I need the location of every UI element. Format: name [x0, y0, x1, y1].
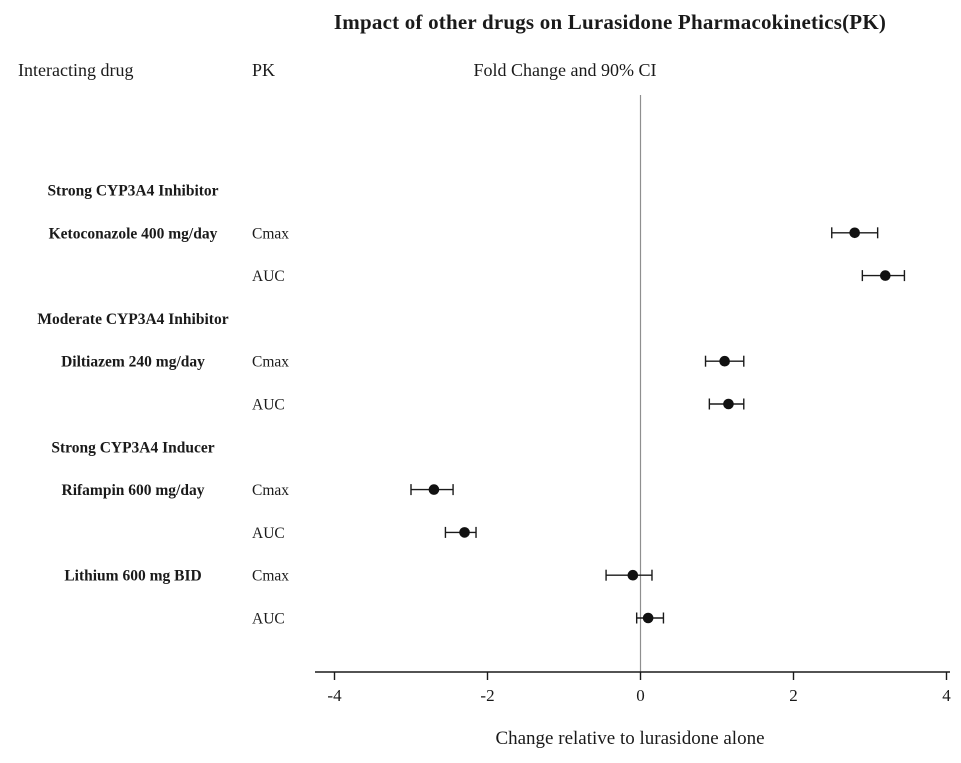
drug-label: Rifampin 600 mg/day [62, 482, 205, 499]
ci-errorbar [635, 612, 665, 624]
drug-label: Ketoconazole 400 mg/day [49, 225, 218, 242]
x-axis-tick-label: -2 [480, 686, 494, 705]
x-axis-tick-label: 2 [789, 686, 798, 705]
pk-parameter-label: Cmax [252, 354, 289, 371]
point-estimate-marker [719, 355, 730, 367]
point-estimate-marker [723, 398, 734, 410]
x-axis-tick-label: 4 [942, 686, 951, 705]
pk-parameter-label: Cmax [252, 482, 289, 499]
pk-parameter-label: AUC [252, 611, 285, 628]
point-estimate-marker [459, 527, 470, 538]
drug-label: Diltiazem 240 mg/day [61, 354, 205, 371]
pk-parameter-label: AUC [252, 268, 285, 285]
chart-title: Impact of other drugs on Lurasidone Phar… [333, 10, 887, 34]
column-header-interacting-drug: Interacting drug [18, 60, 134, 80]
drug-label: Lithium 600 mg BID [64, 568, 201, 585]
ci-errorbar [444, 526, 477, 538]
column-header-pk: PK [252, 60, 276, 80]
x-axis-tick-label: 0 [636, 686, 645, 705]
ci-errorbar [861, 270, 906, 282]
ci-errorbar [410, 484, 454, 496]
ci-errorbar [605, 569, 653, 581]
point-estimate-marker [642, 612, 654, 624]
x-axis-tick-label: -4 [327, 686, 342, 705]
x-axis-label: Change relative to lurasidone alone [495, 728, 765, 749]
group-header-label: Strong CYP3A4 Inhibitor [47, 183, 218, 200]
pk-parameter-label: AUC [252, 525, 285, 542]
ci-errorbar [708, 398, 745, 410]
group-header-label: Moderate CYP3A4 Inhibitor [37, 311, 228, 328]
group-header-label: Strong CYP3A4 Inducer [51, 439, 214, 456]
point-estimate-marker [880, 270, 891, 281]
column-header-fold-change-ci: Fold Change and 90% CI [473, 60, 657, 80]
point-estimate-marker [428, 484, 440, 495]
ci-errorbar [831, 227, 879, 239]
pk-parameter-label: Cmax [252, 225, 289, 242]
point-estimate-marker [849, 227, 860, 239]
pk-parameter-label: Cmax [252, 568, 289, 585]
ci-errorbar [704, 355, 745, 367]
point-estimate-marker [627, 569, 639, 581]
pk-parameter-label: AUC [252, 397, 285, 414]
